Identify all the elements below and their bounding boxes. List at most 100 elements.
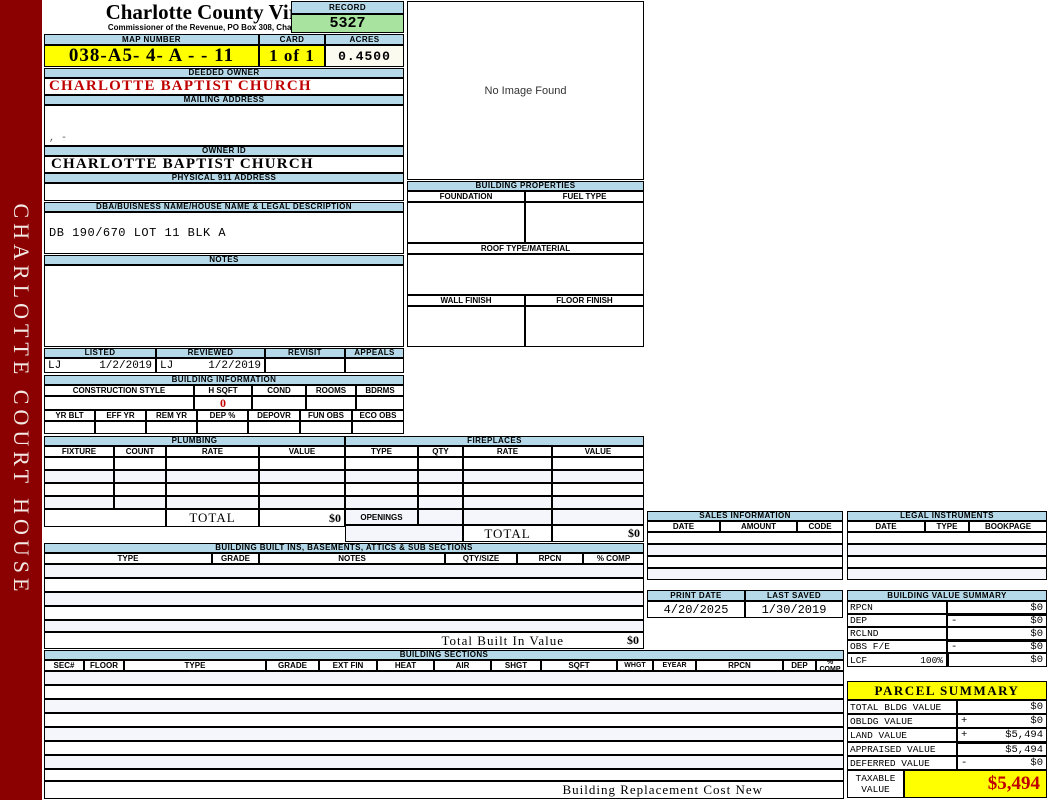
table-row[interactable] bbox=[44, 496, 114, 509]
table-row[interactable] bbox=[345, 496, 418, 509]
table-row[interactable] bbox=[552, 483, 644, 496]
table-row[interactable] bbox=[44, 727, 844, 741]
bi-val-rooms[interactable] bbox=[306, 396, 356, 410]
table-row[interactable] bbox=[647, 556, 843, 568]
bi-val-construction-style[interactable] bbox=[44, 396, 194, 410]
card-value: 1 of 1 bbox=[259, 45, 325, 67]
building-information-title: BUILDING INFORMATION bbox=[44, 375, 404, 385]
table-row[interactable] bbox=[259, 483, 345, 496]
ps-value-appraised: $5,494 bbox=[1005, 743, 1043, 756]
revisit-value[interactable] bbox=[265, 358, 345, 373]
table-row[interactable] bbox=[647, 532, 843, 544]
table-row[interactable] bbox=[44, 470, 114, 483]
table-row[interactable] bbox=[259, 496, 345, 509]
table-row[interactable] bbox=[418, 496, 463, 509]
bi-val-h-sqft[interactable]: 0 bbox=[194, 396, 252, 410]
bs-col-shgt: SHGT bbox=[491, 660, 541, 671]
bvs-row-label: DEP bbox=[847, 614, 947, 627]
table-row[interactable] bbox=[44, 699, 844, 713]
physical-address-field[interactable] bbox=[44, 183, 404, 201]
bi-val-bdrms[interactable] bbox=[356, 396, 404, 410]
fireplaces-total-spacer bbox=[345, 525, 463, 542]
table-row[interactable] bbox=[418, 457, 463, 470]
table-row[interactable] bbox=[847, 544, 1047, 556]
table-row[interactable] bbox=[44, 769, 844, 781]
listed-value[interactable]: LJ 1/2/2019 bbox=[44, 358, 156, 373]
appeals-value[interactable] bbox=[345, 358, 404, 373]
table-row[interactable] bbox=[166, 496, 259, 509]
deeded-owner-field[interactable]: CHARLOTTE BAPTIST CHURCH bbox=[44, 78, 404, 95]
table-row[interactable] bbox=[44, 578, 644, 592]
table-row[interactable] bbox=[259, 457, 345, 470]
table-row[interactable] bbox=[166, 457, 259, 470]
table-row[interactable] bbox=[259, 470, 345, 483]
fireplaces-openings-val[interactable] bbox=[552, 509, 644, 525]
table-row[interactable] bbox=[44, 606, 644, 620]
fuel-type-value[interactable] bbox=[525, 202, 644, 243]
bi2-val-eff-yr[interactable] bbox=[95, 421, 146, 434]
table-row[interactable] bbox=[166, 470, 259, 483]
table-row[interactable] bbox=[463, 457, 552, 470]
plumbing-col-value: VALUE bbox=[259, 446, 345, 457]
table-row[interactable] bbox=[44, 671, 844, 685]
bvs-row-value: $0 bbox=[947, 627, 1047, 640]
table-row[interactable] bbox=[463, 496, 552, 509]
table-row[interactable] bbox=[345, 457, 418, 470]
bi2-val-yr-blt[interactable] bbox=[44, 421, 95, 434]
mailing-address-field[interactable]: , - bbox=[44, 105, 404, 146]
fireplaces-openings-value[interactable] bbox=[418, 509, 463, 525]
reviewed-by: LJ bbox=[160, 359, 174, 372]
built-ins-total-value: $0 bbox=[627, 633, 639, 647]
table-row[interactable] bbox=[114, 470, 166, 483]
table-row[interactable] bbox=[418, 470, 463, 483]
table-row[interactable] bbox=[166, 483, 259, 496]
roof-type-value[interactable] bbox=[407, 254, 644, 295]
foundation-value[interactable] bbox=[407, 202, 525, 243]
table-row[interactable] bbox=[647, 568, 843, 580]
table-row[interactable] bbox=[847, 556, 1047, 568]
table-row[interactable] bbox=[114, 483, 166, 496]
table-row[interactable] bbox=[463, 483, 552, 496]
reviewed-value[interactable]: LJ 1/2/2019 bbox=[156, 358, 265, 373]
fireplaces-openings-rate[interactable] bbox=[463, 509, 552, 525]
dba-legal-field[interactable]: DB 190/670 LOT 11 BLK A bbox=[44, 212, 404, 254]
table-row[interactable] bbox=[847, 568, 1047, 580]
notes-field[interactable] bbox=[44, 265, 404, 347]
table-row[interactable] bbox=[552, 470, 644, 483]
bvs-label-rclnd: RCLND bbox=[850, 628, 879, 639]
table-row[interactable] bbox=[44, 457, 114, 470]
bi-val-cond[interactable] bbox=[252, 396, 306, 410]
table-row[interactable] bbox=[552, 457, 644, 470]
plumbing-col-count: COUNT bbox=[114, 446, 166, 457]
bi2-val-fun-obs[interactable] bbox=[300, 421, 352, 434]
bi2-val-dep-pct[interactable] bbox=[197, 421, 248, 434]
table-row[interactable] bbox=[345, 483, 418, 496]
table-row[interactable] bbox=[114, 457, 166, 470]
revisit-label: REVISIT bbox=[265, 348, 345, 358]
table-row[interactable] bbox=[847, 532, 1047, 544]
table-row[interactable] bbox=[44, 713, 844, 727]
table-row[interactable] bbox=[463, 470, 552, 483]
bi2-val-rem-yr[interactable] bbox=[146, 421, 197, 434]
table-row[interactable] bbox=[418, 483, 463, 496]
bi2-val-eco-obs[interactable] bbox=[352, 421, 404, 434]
wall-finish-value[interactable] bbox=[407, 306, 525, 347]
table-row[interactable] bbox=[552, 496, 644, 509]
floor-finish-value[interactable] bbox=[525, 306, 644, 347]
table-row[interactable] bbox=[647, 544, 843, 556]
sidebar-locality-banner: CHARLOTTE COURT HOUSE bbox=[0, 0, 42, 800]
table-row[interactable] bbox=[44, 620, 644, 632]
table-row[interactable] bbox=[44, 483, 114, 496]
owner-id-field[interactable]: CHARLOTTE BAPTIST CHURCH bbox=[44, 156, 404, 173]
table-row[interactable] bbox=[44, 685, 844, 699]
bi2-val-depovr[interactable] bbox=[248, 421, 300, 434]
table-row[interactable] bbox=[345, 470, 418, 483]
table-row[interactable] bbox=[44, 564, 644, 578]
table-row[interactable] bbox=[44, 741, 844, 755]
table-row[interactable] bbox=[114, 496, 166, 509]
ps-sign-deferred: - bbox=[961, 757, 968, 769]
reviewed-label: REVIEWED bbox=[156, 348, 265, 358]
table-row[interactable] bbox=[44, 755, 844, 769]
table-row[interactable] bbox=[44, 592, 644, 606]
